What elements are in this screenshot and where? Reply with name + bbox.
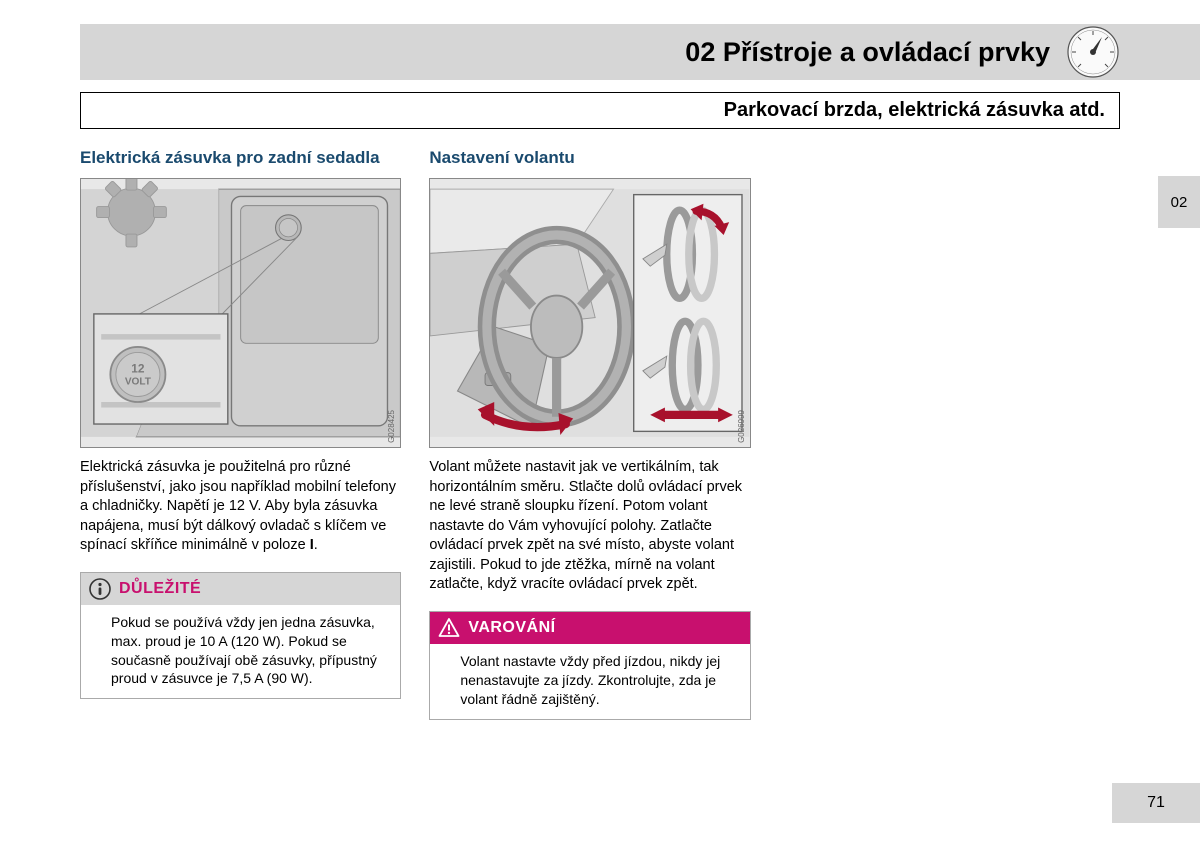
chapter-title: 02 Přístroje a ovládací prvky [685, 37, 1050, 68]
section-subtitle-box: Parkovací brzda, elektrická zásuvka atd. [80, 92, 1120, 129]
page-number: 71 [1112, 783, 1200, 823]
socket-illustration: 12 VOLT [81, 179, 400, 447]
chapter-tab: 02 [1158, 176, 1200, 228]
chapter-header: 02 Přístroje a ovládací prvky [80, 24, 1200, 80]
section-subtitle: Parkovací brzda, elektrická zásuvka atd. [724, 99, 1105, 121]
info-icon [89, 578, 111, 600]
gauge-icon [1066, 25, 1120, 79]
left-body-text: Elektrická zásuvka je použitelná pro růz… [80, 458, 401, 556]
important-title: DŮLEŽITÉ [119, 580, 201, 598]
figure-steering-wheel: G026999 [429, 178, 750, 448]
warning-title: VAROVÁNÍ [468, 619, 555, 637]
important-callout: DŮLEŽITÉ Pokud se používá vždy jen jedna… [80, 572, 401, 700]
chapter-tab-label: 02 [1171, 194, 1188, 211]
important-body: Pokud se používá vždy jen jedna zásuvka,… [81, 605, 400, 699]
right-column: Nastavení volantu [429, 148, 750, 720]
steering-illustration [430, 179, 749, 447]
content-area: Elektrická zásuvka pro zadní sedadla [80, 148, 1100, 720]
left-heading: Elektrická zásuvka pro zadní sedadla [80, 148, 401, 168]
warning-callout: VAROVÁNÍ Volant nastavte vždy před jízdo… [429, 611, 750, 720]
important-header: DŮLEŽITÉ [81, 573, 400, 605]
third-column [779, 148, 1100, 720]
warning-header: VAROVÁNÍ [430, 612, 749, 644]
figure-electrical-socket: 12 VOLT G028425 [80, 178, 401, 448]
right-heading: Nastavení volantu [429, 148, 750, 168]
warning-body: Volant nastavte vždy před jízdou, nikdy … [430, 644, 749, 719]
warning-icon [438, 617, 460, 639]
left-column: Elektrická zásuvka pro zadní sedadla [80, 148, 401, 720]
figure-code-right: G026999 [737, 410, 746, 443]
figure-code-left: G028425 [387, 410, 396, 443]
right-body-text: Volant můžete nastavit jak ve vertikální… [429, 458, 750, 595]
svg-text:12: 12 [131, 362, 145, 376]
svg-text:VOLT: VOLT [125, 377, 152, 388]
